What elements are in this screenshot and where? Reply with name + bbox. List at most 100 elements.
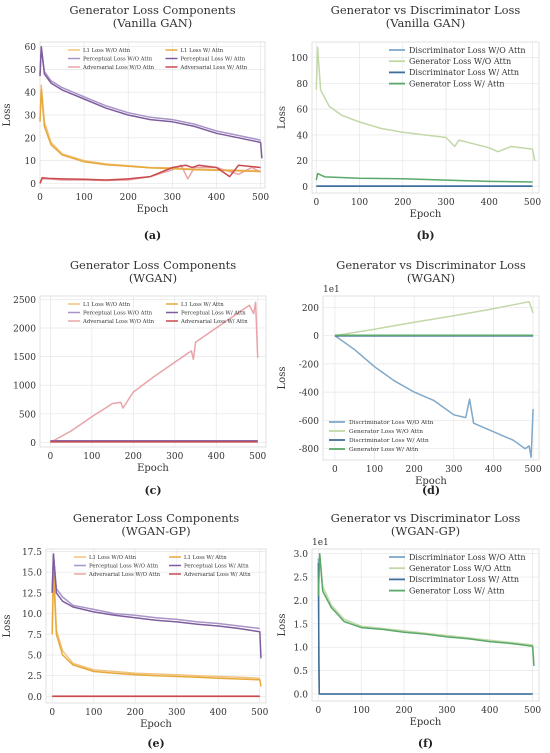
y-tick-label: 1.0 <box>294 644 309 654</box>
chart-title: (Vanilla GAN) <box>113 16 193 30</box>
legend-label: Discriminator Loss W/ Attn <box>409 575 519 584</box>
series-line <box>334 334 534 458</box>
legend-label: Discriminator Loss W/ Attn <box>349 438 429 444</box>
series-line <box>334 300 534 337</box>
legend: L1 Loss W/O Attn Perceptual Loss W/O Attn… <box>68 302 248 325</box>
chart-title: (WGAN-GP) <box>121 524 190 538</box>
chart-title: Generator Loss Components <box>69 3 235 17</box>
x-tick-label: 300 <box>438 706 455 716</box>
y-tick-label: 2.5 <box>28 672 43 682</box>
y-tick-label: 20 <box>297 157 309 167</box>
legend-label: Perceptual Loss W/ Attn <box>184 563 249 569</box>
chart-panel-2: 0 20 40 60 80 100 0 100 200 300 400 500 Generator vs… <box>275 0 550 245</box>
y-tick-label: 10.0 <box>22 610 42 620</box>
panel-caption: (f) <box>418 737 433 750</box>
chart-panel-1: 0 10 20 30 40 50 60 0 100 200 300 400 500 Generator L… <box>0 0 275 245</box>
chart-svg: 0.0 0.5 1.0 1.5 2.0 2.5 3.0 0 100 200 300 400 500 1e1… <box>277 511 541 750</box>
y-tick-label: 0 <box>313 332 319 342</box>
y-tick-label: 3.0 <box>294 550 309 560</box>
series-line <box>50 301 259 444</box>
x-tick-label: 400 <box>481 198 498 208</box>
x-tick-label: 100 <box>85 708 102 718</box>
chart-panel-5: 0.0 2.5 5.0 7.5 10.0 12.5 15.0 17.5 0 100 200 300 40… <box>0 508 275 753</box>
chart-title: Generator Loss Components <box>70 258 236 272</box>
x-tick-label: 100 <box>366 465 383 475</box>
x-tick-label: 400 <box>481 706 498 716</box>
legend-label: L1 Loss W/ Attn <box>181 302 224 308</box>
legend-label: Discriminator Loss W/O Attn <box>409 46 526 55</box>
y-tick-label: 20 <box>25 134 37 144</box>
plot-area <box>322 295 540 461</box>
x-tick-label: 200 <box>406 465 423 475</box>
panel-caption: (a) <box>144 229 162 242</box>
chart-svg: -800 -600 -400 -200 0 200 0 100 200 300 400 500 1e1 G… <box>277 258 542 497</box>
x-tick-label: 200 <box>127 708 144 718</box>
series-line <box>51 553 262 659</box>
y-tick-label: 100 <box>291 54 308 64</box>
legend-label: Generator Loss W/O Attn <box>349 429 423 435</box>
y-axis-label: Loss <box>277 367 288 390</box>
y-tick-label: 40 <box>297 131 309 141</box>
y-tick-label: 1000 <box>13 382 36 392</box>
legend-label: Generator Loss W/O Attn <box>409 564 511 573</box>
legend: L1 Loss W/O Attn Perceptual Loss W/O Attn… <box>68 48 248 71</box>
x-axis-label: Epoch <box>415 476 447 487</box>
x-tick-label: 400 <box>208 193 225 203</box>
x-tick-label: 300 <box>437 198 454 208</box>
y-tick-label: 5.0 <box>28 651 43 661</box>
series-line <box>317 552 535 664</box>
x-tick-label: 100 <box>76 193 93 203</box>
legend-label: Adversarial Loss W/O Attn <box>82 319 155 325</box>
x-axis-label: Epoch <box>410 209 442 220</box>
x-tick-label: 300 <box>164 193 181 203</box>
axis-multiplier: 1e1 <box>312 538 329 548</box>
y-tick-label: 60 <box>297 106 309 116</box>
chart-svg: 0 10 20 30 40 50 60 0 100 200 300 400 500 Generator L… <box>2 3 269 242</box>
y-axis-label: Loss <box>277 106 288 129</box>
y-tick-label: 1500 <box>13 353 36 363</box>
y-tick-label: 0 <box>302 183 308 193</box>
x-axis-label: Epoch <box>137 204 169 215</box>
x-axis-label: Epoch <box>410 717 442 728</box>
series-line <box>315 46 536 161</box>
legend-label: L1 Loss W/O Attn <box>83 302 131 308</box>
y-tick-label: 15.0 <box>22 569 42 579</box>
axis-multiplier: 1e1 <box>323 285 340 295</box>
x-tick-label: 300 <box>166 452 183 462</box>
legend-label: Adversarial Loss W/O Attn <box>82 65 155 71</box>
plot-area <box>311 41 540 194</box>
legend-label: Perceptual Loss W/ Attn <box>181 56 246 62</box>
legend-label: Adversarial Loss W/O Attn <box>88 572 161 578</box>
chart-title: Generator Loss Components <box>73 511 239 525</box>
legend-label: Discriminator Loss W/O Attn <box>409 553 526 562</box>
legend-label: Discriminator Loss W/O Attn <box>349 420 434 426</box>
chart-panel-6: 0.0 0.5 1.0 1.5 2.0 2.5 3.0 0 100 200 300 400 500 1e1… <box>275 508 550 753</box>
y-tick-label: 50 <box>25 66 37 76</box>
x-axis-label: Epoch <box>140 719 172 730</box>
x-tick-label: 300 <box>168 708 185 718</box>
y-tick-label: -600 <box>299 417 319 427</box>
legend-label: Adversarial Loss W/ Attn <box>180 65 248 71</box>
legend-label: Perceptual Loss W/ Attn <box>181 310 246 316</box>
series-line <box>39 45 263 159</box>
series-line <box>39 89 261 173</box>
y-tick-label: -400 <box>299 389 319 399</box>
legend-label: Generator Loss W/O Attn <box>409 57 511 66</box>
legend-label: Generator Loss W/ Attn <box>409 586 505 595</box>
y-axis-label: Loss <box>2 104 13 127</box>
chart-panel-4: -800 -600 -400 -200 0 200 0 100 200 300 400 500 1e1 G… <box>275 255 550 500</box>
chart-title: Generator vs Discriminator Loss <box>331 511 521 525</box>
series-line <box>39 164 261 184</box>
x-tick-label: 200 <box>395 706 412 716</box>
legend-label: Generator Loss W/ Attn <box>349 447 419 453</box>
x-tick-label: 0 <box>313 198 319 208</box>
series-line <box>315 172 533 183</box>
y-tick-label: 0 <box>30 439 36 449</box>
chart-svg: 0 20 40 60 80 100 0 100 200 300 400 500 Generator vs… <box>277 3 541 242</box>
legend-label: L1 Loss W/O Attn <box>89 555 137 561</box>
y-tick-label: 2.5 <box>294 574 309 584</box>
legend-label: Discriminator Loss W/ Attn <box>409 68 519 77</box>
chart-svg: 0 500 1000 1500 2000 2500 0 100 200 300 400 500 Gene… <box>13 258 266 497</box>
y-axis-label: Loss <box>2 615 13 638</box>
y-tick-label: 10 <box>25 157 37 167</box>
